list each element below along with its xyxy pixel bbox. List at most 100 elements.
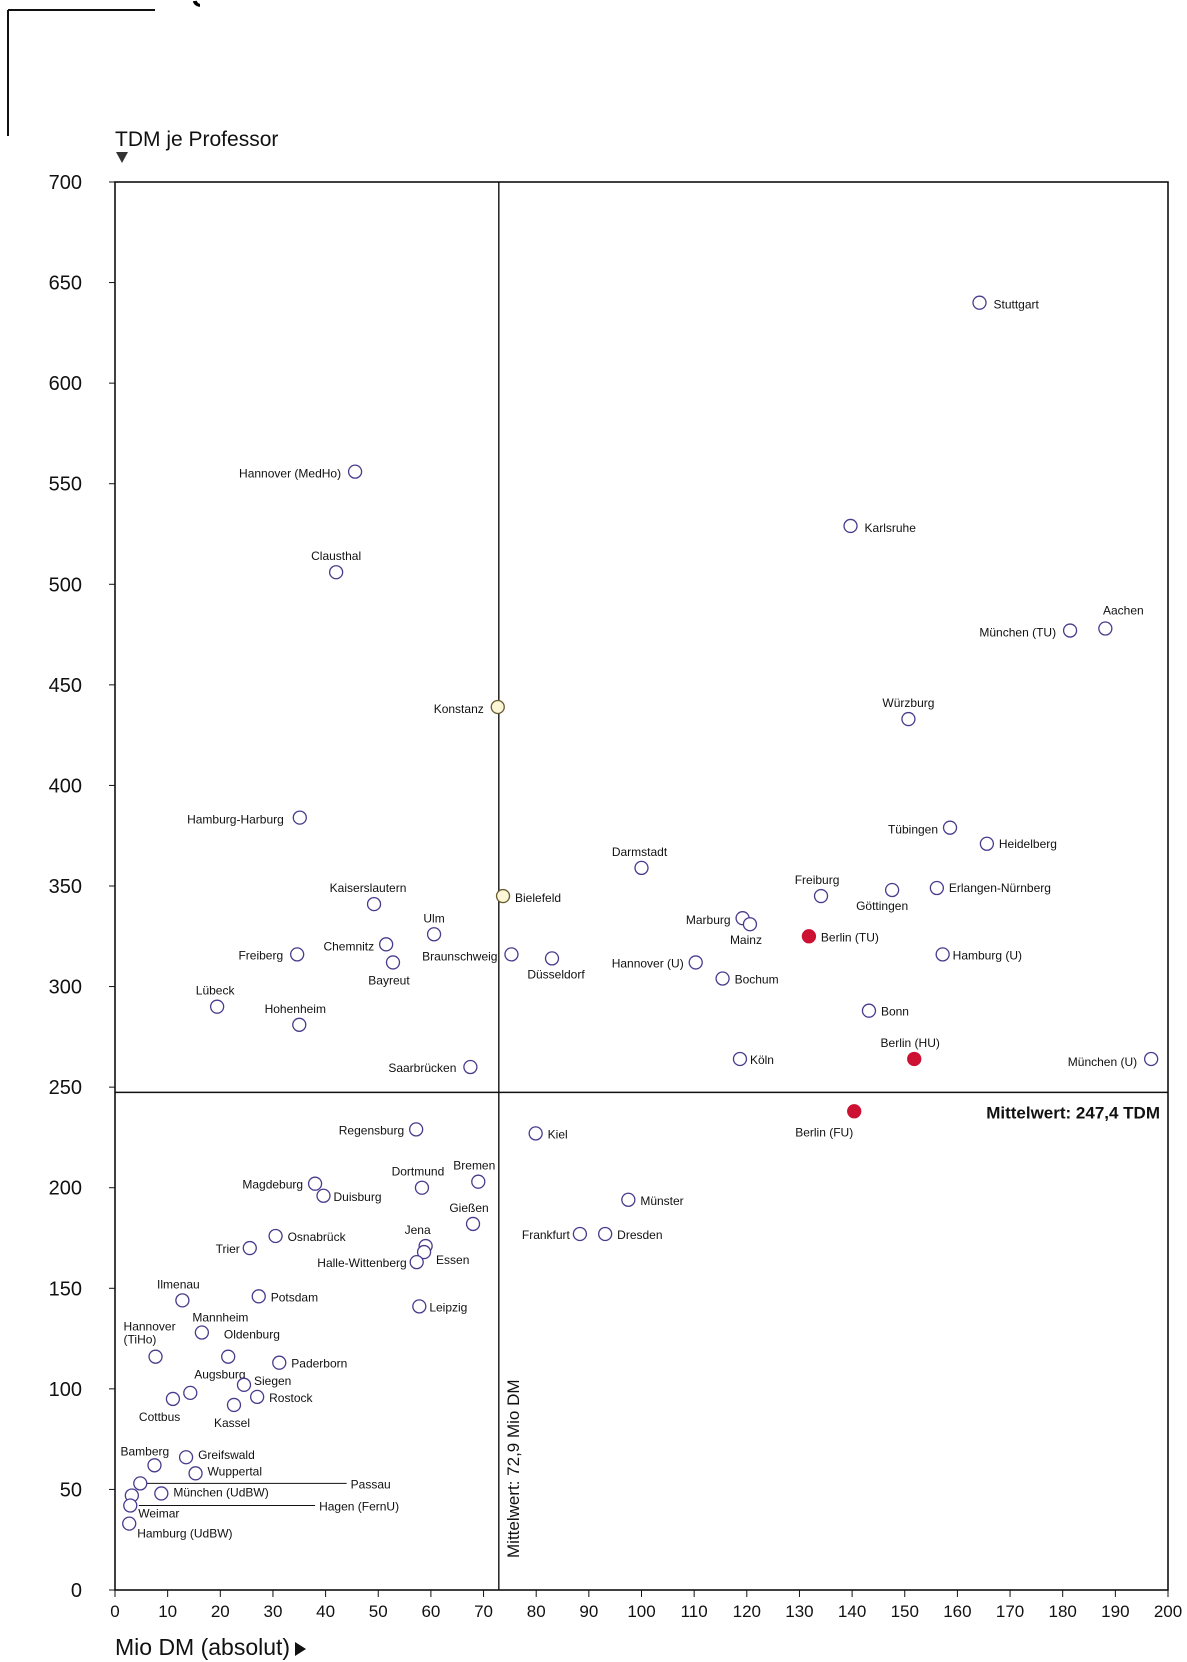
data-point: Hamburg (U) — [935, 947, 1022, 962]
data-point: Lübeck — [196, 984, 235, 1014]
data-point-marker — [292, 1017, 307, 1032]
data-point-label: Düsseldorf — [527, 967, 585, 981]
data-point-label: Gießen — [449, 1201, 488, 1215]
data-point-label: Tübingen — [888, 823, 938, 837]
data-point-marker — [495, 888, 511, 904]
data-point-marker — [471, 1174, 486, 1189]
data-point-marker — [251, 1289, 266, 1304]
data-point-marker — [209, 999, 225, 1014]
data-point-label-line: Paderborn — [291, 1357, 347, 1371]
data-point-label: Cottbus — [139, 1410, 180, 1424]
data-point-label-line: Augsburg — [194, 1368, 245, 1382]
data-point-marker — [292, 810, 307, 825]
data-point-label: Duisburg — [333, 1190, 381, 1204]
data-point-label: Bochum — [735, 973, 779, 987]
data-point: Trier — [216, 1240, 257, 1256]
data-point: Berlin (HU) — [881, 1036, 940, 1067]
data-point: Essen — [416, 1244, 469, 1267]
data-point-label: Marburg — [686, 913, 731, 927]
data-point-label-line: München (UdBW) — [173, 1485, 268, 1499]
data-point: Freiberg — [238, 947, 305, 962]
x-tick-label: 50 — [369, 1602, 388, 1621]
data-point-marker — [1098, 621, 1113, 636]
data-point-label: Dresden — [617, 1228, 662, 1242]
data-point-label: Halle-Wittenberg — [317, 1256, 406, 1270]
data-point-label: München (UdBW) — [173, 1485, 268, 1499]
data-point-label: Hannover (TiHo) — [124, 1320, 176, 1347]
data-point-label-line: Kassel — [214, 1416, 250, 1430]
data-point-label-line: Bremen — [453, 1159, 495, 1173]
data-point: Kaiserslautern — [330, 881, 406, 912]
data-point-marker — [1144, 1051, 1159, 1067]
data-point-label-line: Mainz — [730, 933, 762, 947]
data-point: Weimar — [123, 1498, 179, 1521]
data-point: Kiel — [528, 1126, 568, 1141]
data-point: Konstanz — [434, 699, 505, 716]
data-point-label: Regensburg — [339, 1123, 404, 1137]
data-point-label: Bremen — [453, 1159, 495, 1173]
data-point-label: Hamburg (U) — [953, 948, 1022, 962]
data-point-label-line: Rostock — [269, 1391, 313, 1405]
data-point-marker — [122, 1516, 137, 1531]
data-point-label-line: Tübingen — [888, 823, 938, 837]
data-point-marker — [147, 1458, 162, 1473]
data-point-label: Osnabrück — [288, 1230, 347, 1244]
data-point-label-line: Greifswald — [198, 1448, 255, 1462]
x-tick-label: 70 — [474, 1602, 493, 1621]
data-point-label-line: Hamburg-Harburg — [187, 813, 284, 827]
data-point-marker — [463, 1059, 478, 1075]
data-point-marker — [972, 295, 987, 310]
data-point-label: Münster — [640, 1194, 683, 1208]
x-tick-label: 160 — [943, 1602, 971, 1621]
data-point-label-line: Essen — [436, 1253, 469, 1267]
data-point-label-line: Freiburg — [795, 873, 840, 887]
data-point-label: Passau — [351, 1477, 391, 1491]
data-point-marker — [861, 1003, 877, 1018]
data-point-label: Dortmund — [392, 1165, 445, 1179]
data-point-marker — [226, 1397, 242, 1413]
data-point-label: Chemnitz — [323, 939, 374, 953]
data-point: Münster — [621, 1192, 684, 1208]
data-point-label-line: Duisburg — [333, 1190, 381, 1204]
data-point-label: Hamburg (UdBW) — [137, 1527, 232, 1541]
data-point-label: Heidelberg — [999, 837, 1057, 851]
data-point-marker — [409, 1254, 424, 1270]
data-point-marker — [385, 955, 401, 970]
data-point: Köln — [732, 1051, 774, 1067]
data-point-label-line: Berlin (FU) — [795, 1125, 853, 1139]
data-point: München (UdBW) — [154, 1485, 269, 1501]
data-point-label: Berlin (FU) — [795, 1125, 853, 1139]
data-point-label-line: Darmstadt — [612, 845, 668, 859]
y-tick-label: 650 — [49, 273, 82, 295]
data-point-label-line: Hamburg (UdBW) — [137, 1527, 232, 1541]
data-point-marker — [843, 518, 858, 534]
data-point-label: Freiburg — [795, 873, 840, 887]
y-tick-label: 250 — [49, 1077, 82, 1099]
x-tick-label: 190 — [1101, 1602, 1129, 1621]
data-point: Regensburg — [339, 1122, 424, 1137]
data-point-label-line: Bamberg — [120, 1444, 169, 1458]
data-point: Aachen — [1098, 604, 1144, 636]
data-point-marker — [1062, 623, 1078, 638]
data-point: Saarbrücken — [388, 1059, 478, 1075]
data-point-label: Hannover (MedHo) — [239, 467, 341, 481]
data-point: Darmstadt — [612, 845, 668, 876]
data-point: Cottbus — [139, 1391, 180, 1424]
data-point-label: Bonn — [881, 1005, 909, 1019]
data-point-label: Magdeburg — [242, 1178, 303, 1192]
data-point-label-line: Clausthal — [311, 549, 361, 563]
data-point-label-line: Magdeburg — [242, 1178, 303, 1192]
data-point: Rostock — [250, 1389, 314, 1405]
x-axis-arrow-icon — [295, 1641, 307, 1656]
data-point-marker — [715, 971, 730, 986]
data-point-label: Wuppertal — [208, 1464, 262, 1478]
data-point-label-line: Hannover — [124, 1320, 176, 1334]
data-point-label: Erlangen-Nürnberg — [949, 881, 1051, 895]
data-point-label-line: Erlangen-Nürnberg — [949, 881, 1051, 895]
data-point-marker — [426, 927, 442, 942]
data-point-label-line: Bielefeld — [515, 891, 561, 905]
data-point-marker — [929, 880, 945, 896]
data-point-label: Kiel — [548, 1127, 568, 1141]
cropped-heading-letter: g — [190, 0, 200, 8]
x-tick-label: 150 — [891, 1602, 919, 1621]
